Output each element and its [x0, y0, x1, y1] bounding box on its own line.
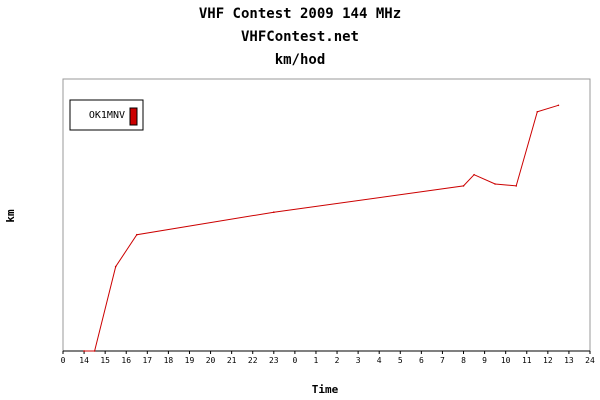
legend-label: OK1MNV — [89, 110, 125, 121]
series-layer — [83, 104, 560, 352]
data-point — [494, 183, 496, 185]
x-tick-label: 19 — [185, 356, 195, 365]
data-point — [557, 104, 560, 107]
x-tick-label: 8 — [461, 356, 466, 365]
x-tick-label: 20 — [206, 356, 216, 365]
chart-title: VHF Contest 2009 144 MHz — [198, 6, 402, 22]
data-point — [273, 211, 275, 213]
x-tick-label: 0 — [292, 356, 297, 365]
x-tick-label: 11 — [522, 356, 532, 365]
x-tick-label: 21 — [227, 356, 237, 365]
x-tick-label: 13 — [564, 356, 574, 365]
x-tick-label: 7 — [440, 356, 445, 365]
data-point — [114, 265, 117, 268]
x-tick-label: 4 — [377, 356, 382, 365]
x-tick-label: 15 — [100, 356, 110, 365]
x-tick-label: 6 — [419, 356, 424, 365]
x-tick-label: 14 — [79, 356, 89, 365]
series-line-ok1mnv — [84, 104, 559, 352]
x-tick-label: 22 — [248, 356, 258, 365]
legend-swatch — [129, 107, 138, 126]
data-point — [83, 350, 85, 352]
data-point — [473, 173, 475, 176]
x-ticks: 0 14 15 16 17 18 19 20 21 22 23 0 1 2 3 4 5 6 7 8 9 10 11 12 13 2… — [61, 351, 595, 365]
x-tick-label: 3 — [356, 356, 361, 365]
chart-subtitle: VHFContest.net — [240, 29, 359, 45]
x-tick-label: 23 — [269, 356, 279, 365]
x-tick-label: 2 — [335, 356, 340, 365]
x-axis-title: Time — [312, 383, 339, 396]
data-point — [515, 185, 517, 187]
x-tick-label: 5 — [398, 356, 403, 365]
x-tick-label: 24 — [585, 356, 595, 365]
x-tick-label: 9 — [482, 356, 487, 365]
x-tick-label: 12 — [543, 356, 553, 365]
x-tick-label: 0 — [61, 356, 66, 365]
data-point — [136, 233, 138, 236]
x-tick-label: 10 — [501, 356, 511, 365]
x-tick-label: 18 — [164, 356, 174, 365]
data-point — [462, 185, 465, 187]
data-point — [93, 350, 96, 352]
chart-unit-title: km/hod — [274, 52, 326, 68]
y-axis-title: km — [4, 209, 17, 223]
x-tick-label: 16 — [121, 356, 131, 365]
x-tick-label: 17 — [142, 356, 152, 365]
x-tick-label: 1 — [314, 356, 319, 365]
data-point — [536, 111, 539, 113]
legend: OK1MNV — [69, 99, 144, 131]
